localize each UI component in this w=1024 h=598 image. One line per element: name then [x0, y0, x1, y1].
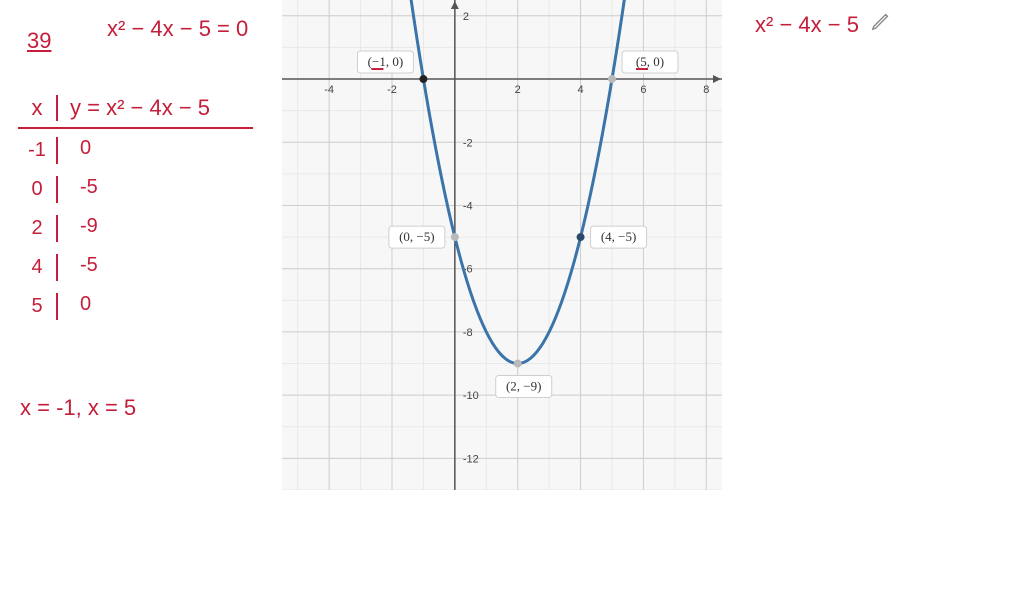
svg-text:-2: -2: [463, 137, 473, 149]
table-row: 2 -9: [18, 215, 253, 242]
equation-top: x² − 4x − 5 = 0: [107, 16, 248, 42]
svg-text:4: 4: [578, 84, 584, 96]
table-header: x y = x² − 4x − 5: [18, 95, 253, 129]
svg-text:(2, −9): (2, −9): [506, 379, 541, 394]
pencil-icon: [870, 10, 892, 37]
xy-table: x y = x² − 4x − 5 -1 0 0 -5 2 -9 4 -5 5 …: [18, 95, 253, 332]
table-cell-x: 2: [18, 215, 58, 242]
chart-svg: -4-224682-2-4-6-8-10-12(−1, 0)(5, 0)(0, …: [282, 0, 722, 490]
svg-text:2: 2: [463, 11, 469, 23]
table-cell-y: 0: [58, 137, 91, 164]
svg-text:-4: -4: [324, 84, 334, 96]
table-cell-x: 4: [18, 254, 58, 281]
table-row: -1 0: [18, 137, 253, 164]
svg-text:6: 6: [640, 84, 646, 96]
table-row: 0 -5: [18, 176, 253, 203]
table-row: 5 0: [18, 293, 253, 320]
table-cell-y: 0: [58, 293, 91, 320]
equation-right: x² − 4x − 5: [755, 12, 859, 38]
parabola-chart: -4-224682-2-4-6-8-10-12(−1, 0)(5, 0)(0, …: [282, 0, 722, 490]
svg-text:(0, −5): (0, −5): [399, 229, 435, 244]
svg-text:-10: -10: [463, 390, 479, 402]
svg-text:8: 8: [703, 84, 709, 96]
table-header-x: x: [18, 95, 58, 121]
svg-text:-12: -12: [463, 453, 479, 465]
table-cell-y: -5: [58, 176, 98, 203]
table-cell-y: -9: [58, 215, 98, 242]
table-cell-x: -1: [18, 137, 58, 164]
svg-text:-4: -4: [463, 200, 473, 212]
table-header-y: y = x² − 4x − 5: [58, 95, 253, 121]
solutions-text: x = -1, x = 5: [20, 395, 136, 421]
svg-text:(4, −5): (4, −5): [601, 229, 637, 244]
svg-text:(5, 0): (5, 0): [636, 54, 664, 69]
table-body: -1 0 0 -5 2 -9 4 -5 5 0: [18, 137, 253, 320]
svg-text:2: 2: [515, 84, 521, 96]
svg-text:(−1, 0): (−1, 0): [368, 54, 404, 69]
svg-text:-2: -2: [387, 84, 397, 96]
svg-text:-8: -8: [463, 327, 473, 339]
table-cell-x: 0: [18, 176, 58, 203]
table-cell-y: -5: [58, 254, 98, 281]
table-row: 4 -5: [18, 254, 253, 281]
table-cell-x: 5: [18, 293, 58, 320]
problem-number: 39: [27, 28, 51, 54]
